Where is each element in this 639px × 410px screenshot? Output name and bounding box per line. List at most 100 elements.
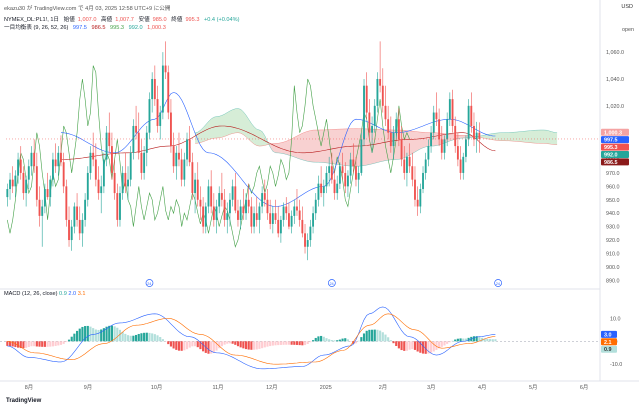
macd-hist-bar-negative — [282, 341, 285, 345]
price-badge — [601, 143, 629, 151]
macd-hist-bar-positive — [325, 338, 328, 342]
candle-down — [389, 132, 392, 147]
candle-down — [188, 139, 191, 163]
macd-hist-bar-positive — [381, 332, 384, 342]
kumo-bullish — [476, 130, 558, 145]
candle-up — [30, 152, 33, 167]
open-value: 1,007.0 — [77, 17, 97, 23]
macd-hist-bar-positive — [333, 340, 336, 342]
candle-up — [427, 146, 430, 160]
macd-hist-bar-negative — [14, 341, 17, 348]
ichimoku-label: 一目均衡表 (9, 26, 52, 26) — [4, 25, 69, 31]
macd-hist-bar-positive — [113, 326, 116, 342]
macd-hist-bar-positive — [84, 326, 87, 342]
macd-line — [7, 306, 496, 370]
macd-hist-bar-positive — [134, 334, 138, 342]
macd-hist-bar-negative — [234, 341, 237, 345]
macd-hist-bar-negative — [226, 341, 229, 344]
candle-down — [352, 159, 355, 167]
time-axis-label: 8月 — [25, 384, 33, 391]
macd-hist-bar-negative — [290, 341, 293, 345]
time-axis-label: 6月 — [580, 384, 588, 391]
macd-hist-bar-negative — [210, 341, 213, 354]
macd-hist-bar-negative — [49, 341, 52, 347]
price-tick-label: 1,060.0 — [606, 50, 624, 56]
candle-up — [325, 172, 328, 187]
macd-hist-bar-positive — [384, 334, 387, 342]
candle-down — [440, 139, 443, 153]
price-tick-label: 960.0 — [606, 184, 620, 190]
macd-hist-bar-negative — [274, 341, 277, 346]
candle-down — [333, 179, 336, 194]
macd-hist-bar-positive — [370, 329, 374, 342]
macd-hist-bar-positive — [140, 333, 143, 342]
macd-hist-bar-negative — [301, 341, 304, 346]
macd-hist-bar-negative — [247, 341, 250, 350]
candle-up — [159, 112, 162, 126]
candle-down — [220, 193, 223, 200]
candle-down — [196, 179, 199, 200]
macd-hist-bar-positive — [362, 333, 366, 342]
macd-hist-bar-negative — [207, 341, 210, 354]
macd-hist-bar-negative — [35, 341, 38, 347]
candle-down — [19, 159, 22, 173]
macd-hist-bar-positive — [110, 325, 114, 342]
candle-up — [349, 159, 352, 176]
candle-up — [17, 159, 20, 176]
macd-hist-bar-negative — [438, 341, 441, 349]
price-badge-label: 992.0 — [604, 152, 618, 158]
macd-hist-bar-positive — [317, 336, 320, 342]
candle-down — [304, 233, 306, 247]
candle-down — [355, 166, 357, 180]
macd-hist-bar-positive — [459, 338, 462, 342]
candle-down — [473, 125, 475, 140]
currency-label[interactable]: USD — [621, 4, 633, 10]
candle-down — [178, 152, 180, 160]
candle-down — [68, 219, 70, 241]
macd-hist-bar-negative — [263, 341, 266, 348]
candle-up — [430, 132, 433, 147]
price-badge — [601, 150, 629, 158]
macd-hist-bar-positive — [97, 329, 100, 342]
macd-hist-bar-negative — [255, 341, 258, 350]
price-tick-label: 950.0 — [606, 198, 620, 204]
candle-down — [108, 132, 111, 147]
candle-up — [226, 213, 229, 220]
candle-down — [416, 199, 419, 207]
event-marker-icon — [494, 279, 502, 287]
candle-up — [143, 152, 146, 173]
macd-hist-bar-negative — [352, 341, 355, 344]
macd-hist-bar-negative — [446, 341, 449, 344]
candle-down — [451, 99, 454, 126]
candle-up — [293, 206, 296, 216]
macd-hist-bar-positive — [467, 337, 470, 342]
macd-hist-bar-negative — [218, 341, 221, 349]
macd-hist-bar-positive — [148, 332, 151, 342]
macd-hist-bar-negative — [295, 341, 299, 345]
macd-badge — [601, 338, 617, 346]
candle-up — [70, 226, 73, 241]
candle-up — [290, 215, 293, 227]
candle-up — [419, 189, 422, 207]
symbol-label[interactable]: NYMEX_DL:PL1!, 1日 — [4, 17, 60, 23]
macd-hist-bar-negative — [354, 341, 358, 344]
macd-legend[interactable]: MACD (12, 26, close) 0.9 2.0 3.1 — [4, 291, 86, 297]
macd-hist-bar-negative — [408, 341, 411, 350]
ichimoku-legend[interactable]: 一目均衡表 (9, 26, 52, 26) 997.5 986.5 995.3 … — [4, 23, 169, 31]
macd-badge — [601, 330, 617, 338]
candle-down — [298, 210, 301, 220]
candle-down — [397, 119, 400, 140]
open-label: 始値 — [63, 17, 75, 23]
macd-tick-label: 10.0 — [610, 316, 621, 322]
tradingview-logo[interactable]: TradingView — [6, 398, 42, 404]
candle-down — [247, 199, 250, 207]
candle-up — [9, 179, 11, 190]
macd-badge — [601, 345, 617, 353]
candle-down — [140, 152, 143, 173]
high-label: 高値 — [101, 17, 113, 23]
candle-up — [360, 139, 363, 173]
candle-up — [43, 189, 46, 207]
macd-hist-bar-negative — [202, 341, 205, 352]
price-tick-label: 920.0 — [606, 238, 620, 244]
